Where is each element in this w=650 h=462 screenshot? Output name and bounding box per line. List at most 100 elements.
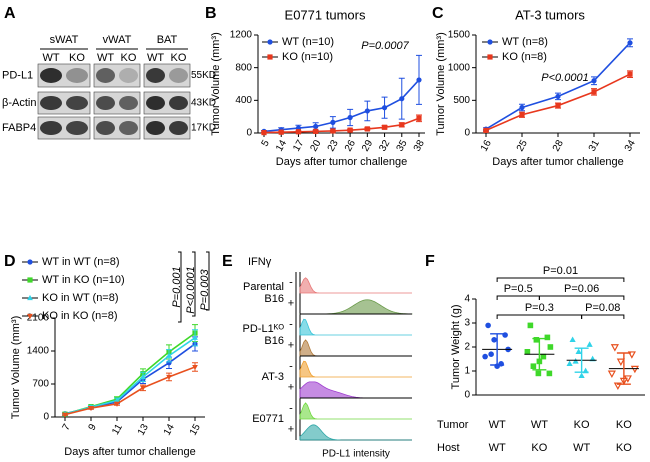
p-value: P=0.3: [525, 302, 554, 314]
histogram: [299, 360, 412, 378]
marker: [330, 119, 336, 125]
sample-label: B16: [264, 293, 284, 305]
y-tick-label: 400: [235, 95, 252, 106]
row-label: PD-L1: [2, 69, 33, 81]
blot-band: [96, 121, 115, 135]
x-axis-label: Days after tumor challenge: [492, 156, 623, 168]
blot-band: [146, 121, 165, 135]
lane-label: KO: [171, 52, 187, 64]
lane-label: KO: [69, 52, 85, 64]
x-tick-label: 15: [188, 422, 203, 438]
marker: [540, 353, 547, 360]
marker: [591, 89, 597, 95]
panel-letter: E: [222, 253, 233, 270]
legend-label: WT in WT (n=8): [42, 256, 120, 268]
blot-band: [96, 68, 115, 83]
tissue-label: sWAT: [50, 34, 79, 46]
p-value: P=0.003: [199, 268, 211, 310]
marker: [488, 351, 494, 358]
lane-label: WT: [42, 52, 59, 64]
sd-bar: [490, 333, 505, 366]
blot-band: [119, 96, 138, 110]
marker: [591, 78, 597, 84]
p-value: P=0.01: [543, 265, 578, 277]
panel-letter: D: [4, 253, 16, 270]
x-tick-label: 17: [291, 138, 306, 154]
panel-letter: B: [205, 5, 217, 22]
p-value: P=0.001: [171, 266, 183, 307]
marker: [482, 353, 488, 360]
marker: [569, 336, 576, 343]
marker: [578, 372, 585, 379]
marker: [261, 129, 267, 136]
tissue-label: BAT: [157, 34, 178, 46]
sample-label: AT-3: [262, 371, 284, 383]
blot-band: [119, 68, 138, 83]
table-cell: KO: [574, 419, 590, 431]
table-cell: WT: [531, 419, 548, 431]
x-axis-label: Days after tumor challenge: [276, 156, 407, 168]
marker: [546, 370, 553, 377]
y-axis-label: Tumor Volume (mm³): [10, 316, 22, 420]
marker: [630, 365, 639, 374]
x-tick-label: 13: [136, 422, 151, 438]
comparison-bracket: [496, 295, 540, 300]
marker: [27, 277, 33, 283]
bracket: [206, 251, 210, 311]
marker: [544, 334, 551, 341]
x-tick-label: 38: [412, 138, 427, 154]
marker: [627, 71, 633, 77]
table-row-label: Tumor: [437, 419, 469, 431]
x-tick-label: 31: [587, 138, 602, 154]
marker: [586, 341, 593, 347]
y-tick-label: 500: [453, 95, 470, 106]
y-tick-label: 0: [464, 390, 470, 401]
size-label: 55KD: [191, 70, 216, 81]
blot-band: [40, 68, 62, 83]
marker: [607, 370, 616, 379]
condition-label: -: [289, 402, 293, 414]
marker: [502, 332, 508, 338]
marker: [555, 102, 561, 109]
sample-label: B16: [264, 335, 284, 347]
condition-label: -: [289, 318, 293, 330]
marker: [485, 322, 491, 329]
size-label: 43KD: [191, 98, 216, 109]
y-tick-label: 800: [235, 62, 252, 73]
marker: [519, 104, 525, 111]
marker: [524, 349, 531, 355]
blot-band: [169, 96, 188, 110]
marker: [295, 129, 302, 135]
sample-label: E0771: [252, 413, 284, 425]
x-tick-label: 35: [395, 138, 410, 154]
marker: [27, 259, 33, 265]
y-tick-label: 0: [43, 412, 49, 423]
legend-label: KO (n=8): [502, 51, 547, 63]
marker: [627, 351, 636, 359]
series-line: [64, 366, 196, 416]
marker: [487, 54, 493, 60]
y-tick-label: 1400: [27, 346, 50, 357]
y-tick-label: 1500: [448, 30, 471, 41]
marker: [364, 108, 370, 114]
table-cell: WT: [489, 419, 506, 431]
marker: [530, 363, 537, 369]
table-cell: KO: [616, 419, 632, 431]
histogram: [300, 299, 413, 315]
table-cell: WT: [489, 442, 506, 454]
tissue-label: vWAT: [103, 34, 132, 46]
blot-band: [119, 121, 138, 135]
sample-label: PD-L1ᴷᴼ: [243, 323, 285, 335]
marker: [364, 126, 370, 132]
blot-band: [146, 96, 165, 110]
histogram: [299, 277, 412, 294]
lane-label: WT: [97, 52, 114, 64]
y-axis-label: Tumor Volume (mm³): [210, 32, 222, 136]
row-label: FABP4: [2, 122, 36, 134]
legend-label: WT (n=10): [282, 36, 334, 48]
marker: [527, 322, 534, 329]
marker: [613, 382, 622, 391]
table-cell: WT: [573, 442, 590, 454]
condition-label: +: [288, 381, 294, 393]
